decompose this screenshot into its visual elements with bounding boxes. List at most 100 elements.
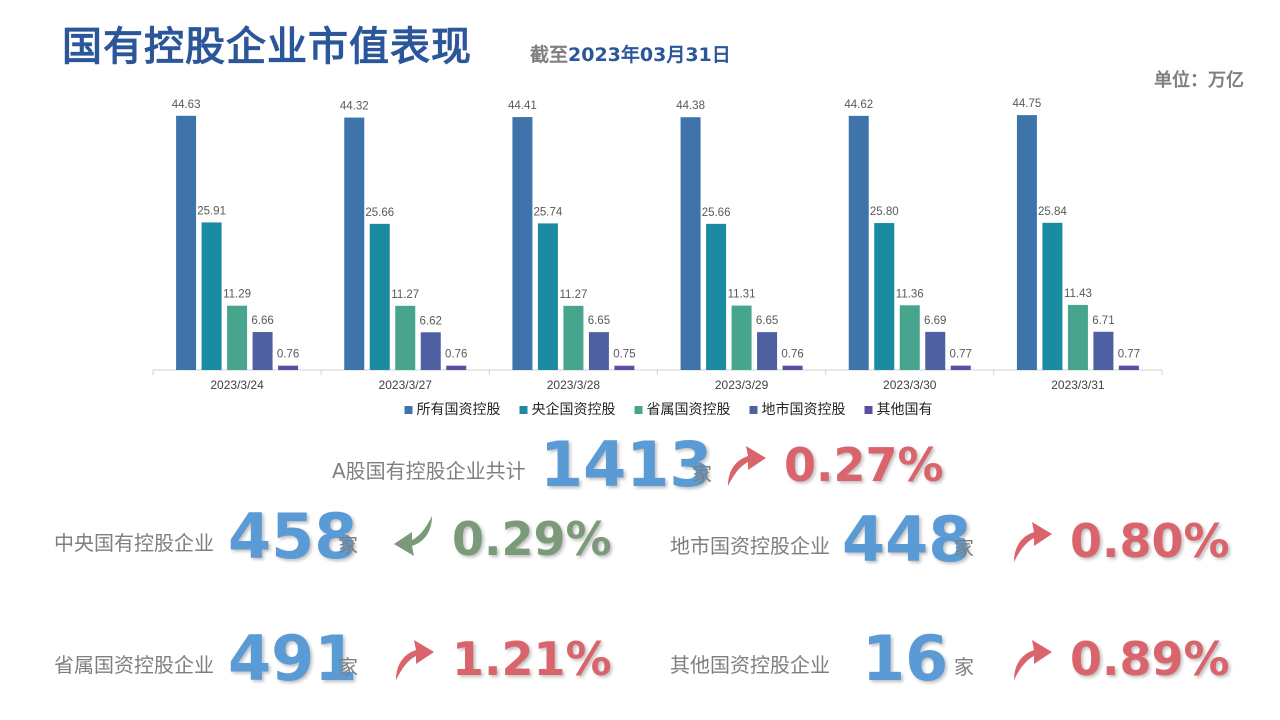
legend-label: 省属国资控股 (647, 402, 731, 418)
legend-label: 央企国资控股 (532, 401, 616, 418)
x-tick-label: 2023/3/31 (1051, 378, 1105, 392)
data-label: 6.71 (1092, 315, 1114, 327)
legend-swatch (749, 406, 758, 414)
bar (1016, 115, 1037, 370)
data-label: 0.75 (613, 349, 635, 361)
bar-chart: 44.63 25.91 11.29 6.66 0.76 2023/3/24 44.32 25.… (152, 98, 1163, 418)
data-label: 0.76 (445, 349, 467, 361)
data-label: 44.75 (1013, 98, 1042, 110)
data-label: 25.66 (365, 207, 394, 219)
legend-swatch (634, 406, 643, 414)
total-count: 1413 (540, 428, 713, 501)
arrow-up-icon (1014, 640, 1052, 680)
x-tick-label: 2023/3/27 (379, 378, 433, 392)
bar (899, 305, 920, 370)
data-label: 44.41 (508, 100, 537, 112)
data-label: 11.27 (559, 289, 587, 301)
subtitle-date: 2023年03月31日 (568, 44, 731, 66)
provincial-label: 省属国资控股企业 (54, 653, 214, 677)
bar (1093, 331, 1114, 370)
data-label: 44.38 (676, 100, 705, 112)
legend-swatch (864, 406, 873, 414)
unit-label: 单位：万亿 (1154, 70, 1244, 91)
bar (950, 365, 971, 370)
legend-label: 地市国资控股 (762, 401, 846, 418)
data-label: 44.32 (340, 101, 369, 113)
total-change: 0.27% (784, 438, 944, 492)
bar (1042, 222, 1063, 370)
arrow-up-icon (396, 640, 434, 680)
bar (201, 222, 222, 370)
provincial-unit: 家 (338, 655, 358, 679)
data-label: 11.36 (896, 288, 924, 300)
legend-label: 其他国有 (877, 402, 933, 418)
other-label: 其他国资控股企业 (670, 653, 830, 677)
central-change: 0.29% (452, 512, 612, 566)
municipal-count: 448 (842, 503, 972, 576)
other-change: 0.89% (1070, 632, 1230, 686)
data-label: 11.31 (728, 289, 756, 301)
municipal-label: 地市国资控股企业 (670, 534, 830, 558)
data-label: 6.65 (756, 315, 778, 327)
bar (731, 305, 752, 370)
central-unit: 家 (338, 533, 358, 557)
municipal-change: 0.80% (1070, 514, 1230, 568)
data-label: 25.84 (1038, 206, 1067, 218)
central-label: 中央国有控股企业 (54, 531, 214, 555)
provincial-count: 491 (228, 622, 358, 695)
bar (563, 305, 584, 370)
data-label: 44.63 (172, 99, 201, 111)
page-title: 国有控股企业市值表现 (62, 24, 472, 70)
data-label: 0.76 (277, 349, 299, 361)
data-label: 25.66 (702, 207, 731, 219)
bar (278, 365, 299, 370)
bar (227, 305, 248, 370)
total-unit: 家 (692, 462, 712, 486)
bar (512, 117, 533, 370)
bar (1118, 365, 1139, 370)
bar (344, 117, 365, 370)
data-label: 44.62 (844, 99, 873, 111)
subtitle: 截至2023年03月31日 (530, 40, 731, 67)
bar (420, 332, 441, 370)
other-count: 16 (862, 622, 949, 695)
x-tick-label: 2023/3/24 (210, 378, 264, 392)
data-label: 11.27 (391, 289, 419, 301)
bar (680, 117, 701, 370)
bar (848, 115, 869, 370)
other-unit: 家 (954, 655, 974, 679)
arrow-up-icon (728, 446, 766, 486)
data-label: 6.69 (924, 315, 946, 327)
bar (252, 332, 273, 370)
subtitle-prefix: 截至 (530, 44, 569, 66)
data-label: 6.65 (588, 315, 610, 327)
bar (874, 223, 895, 370)
data-label: 6.62 (420, 315, 442, 327)
legend-swatch (519, 406, 528, 414)
bar (588, 332, 609, 370)
bar (782, 365, 803, 370)
bar (395, 305, 416, 370)
data-label: 25.80 (870, 206, 899, 218)
bar (757, 332, 778, 370)
arrow-up-icon (1014, 522, 1052, 562)
municipal-unit: 家 (954, 536, 974, 560)
bar (176, 115, 197, 370)
data-label: 0.77 (1118, 349, 1140, 361)
bar (614, 365, 635, 370)
data-label: 25.91 (197, 205, 226, 217)
x-tick-label: 2023/3/28 (547, 378, 601, 392)
data-label: 0.77 (950, 349, 972, 361)
bar (925, 331, 946, 370)
x-tick-label: 2023/3/30 (883, 378, 937, 392)
bar (446, 365, 467, 370)
bar (537, 223, 558, 370)
data-label: 0.76 (781, 349, 803, 361)
data-label: 6.66 (251, 315, 273, 327)
provincial-change: 1.21% (452, 632, 612, 686)
arrow-down-icon (394, 516, 432, 556)
total-label: A股国有控股企业共计 (332, 459, 526, 483)
central-count: 458 (228, 500, 358, 573)
data-label: 11.43 (1064, 288, 1092, 300)
data-label: 11.29 (223, 289, 251, 301)
